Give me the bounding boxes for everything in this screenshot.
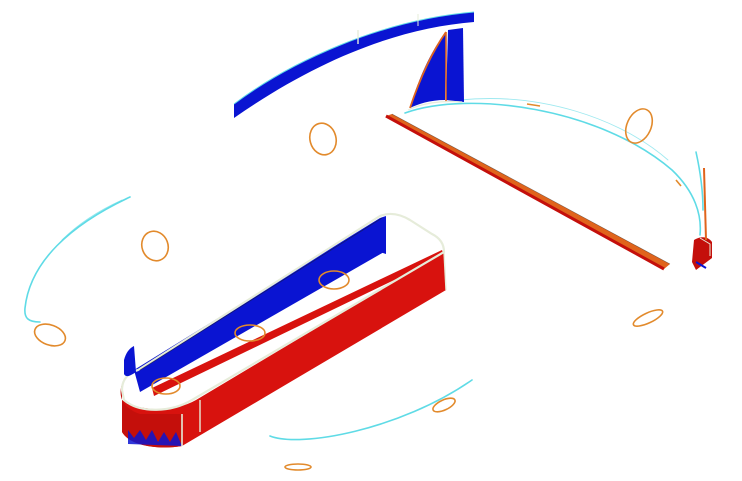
orange-circle-3 <box>624 108 654 144</box>
slot-circle-1 <box>318 270 350 290</box>
cyan-curve-bottom <box>269 379 473 441</box>
slot-front-face <box>122 252 446 448</box>
small-red-block[interactable] <box>692 167 712 270</box>
cyan-guide-curves <box>24 98 704 441</box>
orange-circle-6 <box>432 397 456 413</box>
slot-circle-2 <box>234 324 266 342</box>
blue-triangle-panel[interactable] <box>407 28 464 111</box>
orange-tick-2 <box>675 179 682 187</box>
orange-circle-4 <box>33 323 67 347</box>
orange-tick-1 <box>526 103 541 107</box>
orange-circle-2 <box>140 230 170 262</box>
cyan-curve-top-arc <box>404 102 702 236</box>
cyan-curve-left-inner <box>61 199 123 241</box>
slot-body[interactable] <box>120 212 447 448</box>
cyan-curve-right-tick <box>695 151 704 211</box>
orange-circle-7 <box>284 463 312 471</box>
cyan-curve-top-arc-inner <box>459 98 669 161</box>
blue-arc-strip[interactable] <box>233 11 475 118</box>
slot-inner-wall <box>134 218 384 392</box>
orange-circle-1 <box>308 122 338 156</box>
diagonal-red-bar[interactable] <box>385 113 671 271</box>
cyan-curve-left <box>24 196 131 323</box>
orange-circle-5 <box>632 309 664 327</box>
orange-circle-outlines <box>33 103 682 471</box>
slot-circle-3 <box>151 377 181 395</box>
